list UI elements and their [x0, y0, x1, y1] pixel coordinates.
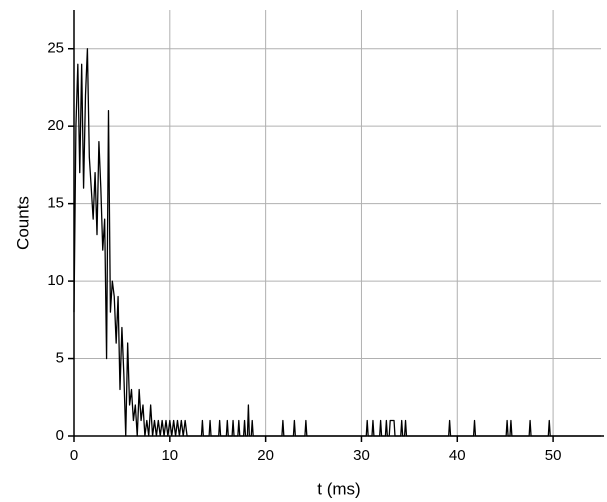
x-tick-label: 30 [353, 447, 370, 464]
y-tick-label: 5 [56, 350, 64, 367]
x-tick-label: 10 [161, 447, 178, 464]
y-tick-label: 20 [47, 117, 64, 134]
x-tick-label: 0 [70, 447, 78, 464]
x-tick-label: 20 [257, 447, 274, 464]
y-tick-label: 15 [47, 195, 64, 212]
y-axis-label: Counts [13, 196, 32, 250]
y-tick-label: 10 [47, 272, 64, 289]
y-tick-label: 0 [56, 427, 64, 444]
x-tick-label: 50 [545, 447, 562, 464]
y-tick-label: 25 [47, 40, 64, 57]
x-axis-label: t (ms) [317, 479, 360, 498]
x-tick-label: 40 [449, 447, 466, 464]
data-line [73, 48, 601, 437]
